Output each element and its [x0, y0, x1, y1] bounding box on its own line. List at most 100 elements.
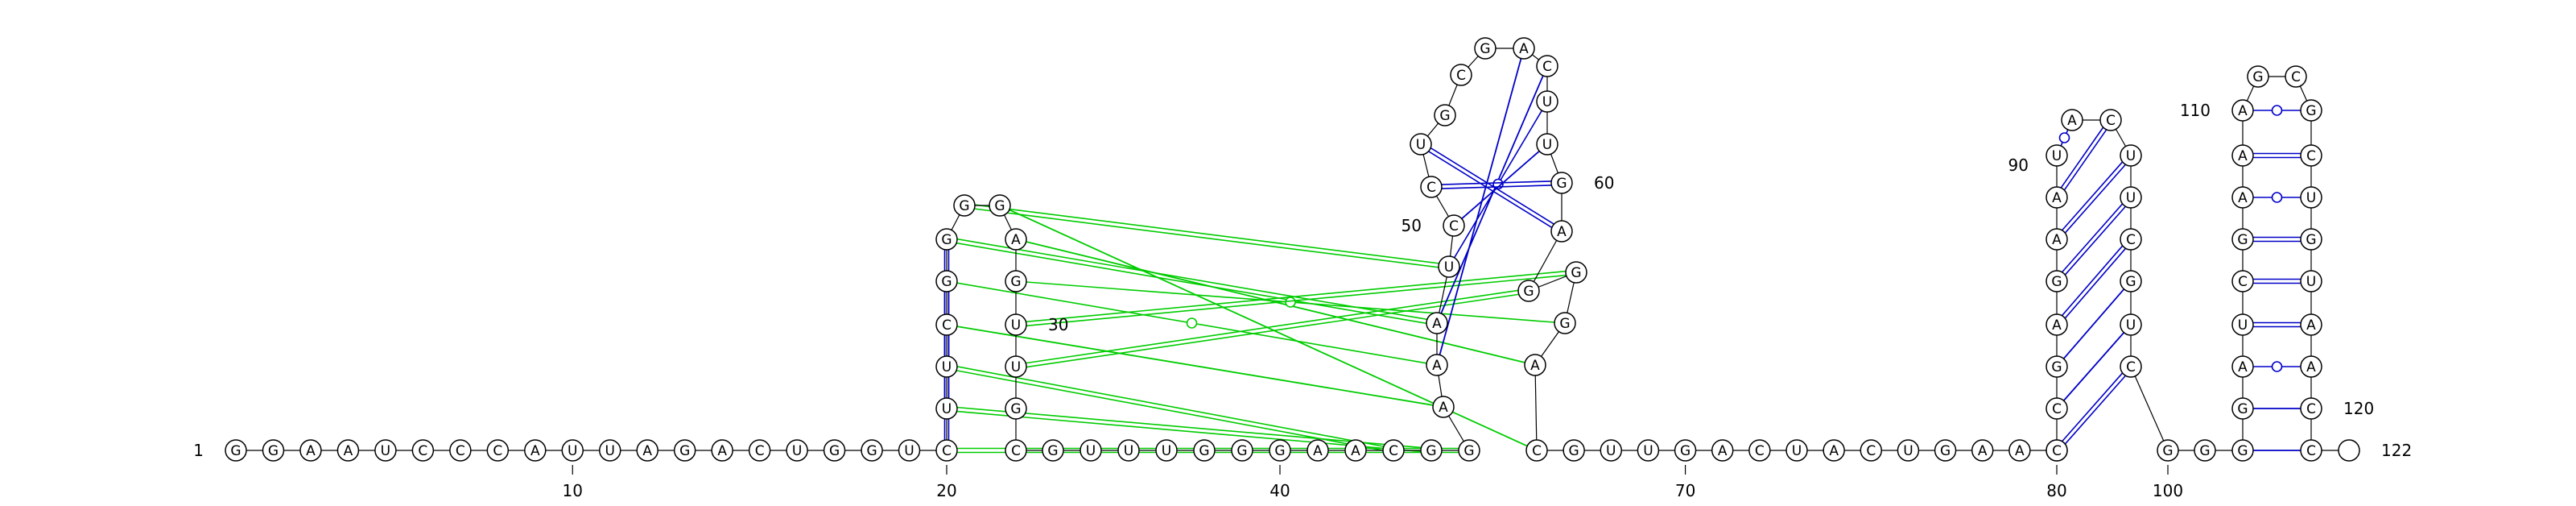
nucleotide-letter: A — [1011, 232, 1021, 248]
nucleotide-letter: C — [493, 443, 502, 459]
nucleotide-letter: U — [1643, 443, 1653, 459]
nucleotide-letter: C — [2052, 443, 2062, 459]
position-label: 90 — [2008, 156, 2029, 175]
position-label: 40 — [1269, 481, 1290, 500]
nucleotide: U — [898, 439, 921, 462]
base-pair — [2062, 372, 2126, 445]
base-pair — [943, 335, 950, 356]
nucleotide: G — [1005, 270, 1027, 292]
nucleotide: A — [2046, 186, 2068, 209]
position-label: 110 — [2180, 101, 2211, 120]
nucleotide-letter: G — [1199, 443, 1209, 459]
nucleotide-letter: A — [1829, 443, 1839, 459]
nucleotide: G — [2046, 270, 2068, 292]
nucleotide: A — [1426, 354, 1448, 376]
nucleotide: A — [524, 439, 547, 462]
nucleotide-letter: G — [1236, 443, 1247, 459]
nucleotide: A — [1711, 439, 1734, 462]
nucleotide: A — [299, 439, 322, 462]
base-pair — [2058, 129, 2070, 147]
nucleotide: A — [1971, 439, 1994, 462]
nucleotide-letter: A — [2015, 443, 2025, 459]
nucleotides: G G A A U C C C A U U A G A C U G G U C U U C G G G G A G U U G C G U U U G G G… — [225, 37, 2360, 462]
nucleotide: G — [1231, 439, 1253, 462]
nucleotide: U — [786, 439, 808, 462]
nucleotide-letter: C — [2126, 359, 2136, 375]
nucleotide: C — [935, 439, 958, 462]
position-label: 20 — [936, 481, 956, 500]
nucleotide-letter: U — [1444, 259, 1454, 276]
nucleotide-letter: A — [2052, 317, 2062, 334]
nucleotide-letter: G — [2252, 69, 2263, 85]
nucleotide: U — [2120, 313, 2142, 336]
nucleotide — [2338, 439, 2360, 462]
nucleotide-letter: A — [2306, 317, 2316, 334]
tertiary-pair — [974, 204, 1439, 268]
position-label: 50 — [1402, 216, 1422, 235]
base-pair — [1428, 147, 1554, 228]
nucleotide-letter: U — [2126, 317, 2136, 334]
nucleotide-letter: U — [1124, 443, 1133, 459]
base-pair — [1441, 180, 1552, 189]
nucleotide: A — [2231, 144, 2254, 167]
nucleotide: A — [336, 439, 360, 462]
nucleotide: U — [935, 355, 958, 378]
nucleotide-letter: A — [1432, 316, 1442, 332]
nucleotide: G — [1269, 439, 1291, 462]
nucleotide-letter: U — [942, 401, 952, 417]
nucleotide: A — [1344, 439, 1367, 462]
nucleotide-letter: C — [1449, 218, 1459, 234]
nucleotide-letter: U — [1011, 317, 1021, 334]
nucleotide-letter: G — [268, 443, 279, 459]
nucleotide-letter: G — [1680, 443, 1690, 459]
position-label: 1 — [193, 441, 204, 460]
nucleotide: C — [1860, 439, 1883, 462]
nucleotide-letter: A — [2238, 103, 2248, 119]
tertiary-pair — [956, 406, 1422, 453]
nucleotide-letter: G — [1569, 443, 1579, 459]
nucleotide-letter: A — [1351, 443, 1360, 459]
nucleotide-letter: A — [1432, 358, 1442, 374]
nucleotide: G — [1554, 312, 1576, 334]
nucleotide: G — [2157, 439, 2179, 462]
nucleotide: A — [2231, 99, 2254, 122]
nucleotide-letter: G — [2306, 232, 2316, 248]
nucleotide-letter: G — [2051, 274, 2062, 290]
tertiary-pair — [956, 326, 1434, 406]
nucleotide: C — [1420, 176, 1443, 198]
nucleotide: C — [1005, 439, 1027, 462]
nucleotide-letter: G — [1047, 443, 1058, 459]
nucleotide-letter: G — [1571, 265, 1581, 281]
nucleotide-letter: U — [1086, 443, 1096, 459]
nucleotide-letter: C — [2306, 148, 2316, 164]
nucleotide-letter: G — [2051, 359, 2062, 375]
nucleotide: G — [989, 194, 1011, 217]
nucleotide-letter: G — [2199, 443, 2210, 459]
nucleotide: G — [935, 228, 958, 251]
nucleotide: G — [1674, 439, 1697, 462]
nucleotide-letter: C — [2238, 274, 2248, 290]
nucleotide: G — [1005, 397, 1027, 420]
nucleotide-letter: U — [2306, 274, 2316, 290]
nucleotide-letter: G — [2237, 401, 2248, 417]
nucleotide-letter: U — [2126, 190, 2136, 206]
nucleotide-letter: G — [1274, 443, 1285, 459]
nucleotide-letter: G — [1556, 176, 1567, 192]
nucleotide: C — [2046, 439, 2068, 462]
position-label: 122 — [2381, 441, 2412, 460]
nucleotide: C — [748, 439, 771, 462]
nucleotide-letter: U — [1542, 94, 1552, 110]
nucleotide-letter: A — [2238, 190, 2248, 206]
nucleotide-letter: A — [642, 443, 652, 459]
tertiary-pair — [1026, 289, 1519, 368]
nucleotide: A — [2046, 313, 2068, 336]
nucleotide: U — [1438, 255, 1460, 278]
nucleotide-letter: C — [2052, 401, 2062, 417]
nucleotide: G — [1565, 261, 1587, 284]
nucleotide-letter: C — [1426, 180, 1436, 196]
position-label: 70 — [1675, 481, 1695, 500]
nucleotide: U — [1536, 90, 1558, 113]
nucleotide: G — [673, 439, 696, 462]
